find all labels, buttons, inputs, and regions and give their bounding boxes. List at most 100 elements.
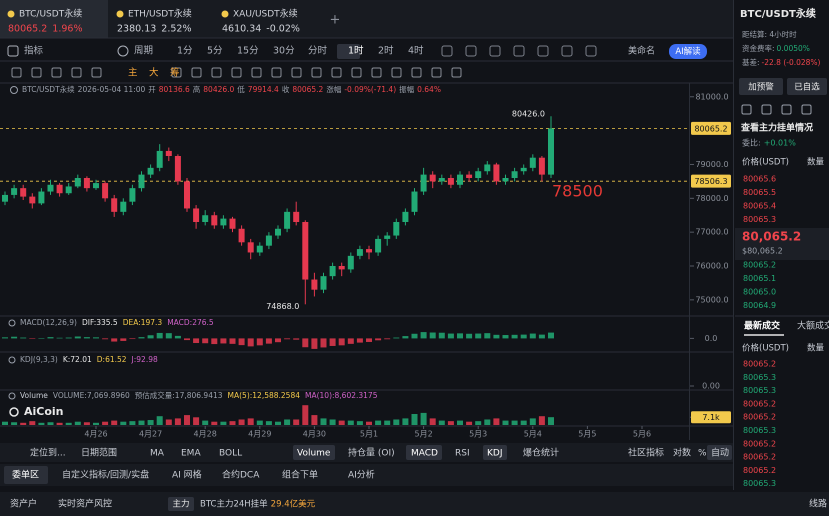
volume-bar bbox=[174, 418, 181, 425]
macd-bar bbox=[29, 338, 36, 339]
ai-button[interactable] bbox=[669, 44, 707, 59]
icon[interactable] bbox=[537, 45, 549, 57]
tool-icon[interactable] bbox=[11, 67, 22, 78]
tab-symbol[interactable]: XAU/USDT永续 bbox=[233, 8, 298, 20]
toolbar-item[interactable]: 5分 bbox=[207, 46, 223, 57]
toolbar-item[interactable]: 4时 bbox=[408, 45, 424, 57]
tool-icon[interactable] bbox=[231, 67, 242, 78]
icon[interactable] bbox=[561, 45, 573, 57]
tool-icon[interactable] bbox=[191, 67, 202, 78]
tool-icon[interactable] bbox=[271, 67, 282, 78]
tool-icon[interactable] bbox=[251, 67, 262, 78]
tool-icon[interactable] bbox=[311, 67, 322, 78]
volume-bar bbox=[2, 421, 8, 425]
icon[interactable] bbox=[513, 45, 525, 57]
candle-body bbox=[256, 245, 263, 253]
bottom-tab[interactable]: 合约DCA bbox=[222, 469, 260, 481]
indicator-item[interactable]: 持仓量 (OI) bbox=[348, 447, 395, 459]
volume-bar bbox=[502, 420, 509, 425]
footer-item[interactable]: 实时资产风控 bbox=[58, 498, 112, 510]
bottom-tab[interactable]: 自定义指标/回测/实盘 bbox=[62, 469, 149, 481]
trade-tab[interactable]: 最新成交 bbox=[744, 320, 780, 332]
tool-icon[interactable] bbox=[431, 67, 442, 78]
tab-symbol[interactable]: ETH/USDT永续 bbox=[128, 8, 192, 20]
tool-icon[interactable] bbox=[91, 67, 102, 78]
toolbar-item[interactable]: 2时 bbox=[378, 45, 394, 57]
bottom-tab[interactable]: AI 网格 bbox=[172, 469, 202, 481]
tool-icon[interactable] bbox=[451, 67, 462, 78]
bottom-tab[interactable]: 组合下单 bbox=[282, 469, 318, 481]
indicator-item[interactable]: RSI bbox=[455, 449, 470, 459]
indicator-item[interactable]: 社区指标 bbox=[628, 447, 664, 459]
indicator-item[interactable]: MA bbox=[150, 449, 165, 459]
tab-symbol[interactable]: BTC/USDT永续 bbox=[19, 8, 82, 20]
active-indicator bbox=[483, 445, 507, 460]
button[interactable] bbox=[787, 78, 827, 95]
indicator-item[interactable]: MACD bbox=[411, 449, 438, 459]
indicator-item[interactable]: 爆仓统计 bbox=[523, 447, 559, 459]
indicator-item[interactable]: 日期范围 bbox=[81, 447, 117, 459]
tool-icon[interactable] bbox=[291, 67, 302, 78]
button-label[interactable]: 加预警 bbox=[748, 82, 774, 93]
tool-icon[interactable] bbox=[411, 67, 422, 78]
tool-icon[interactable] bbox=[351, 67, 362, 78]
volume-bar bbox=[320, 418, 327, 425]
bottom-tab[interactable]: AI分析 bbox=[348, 469, 375, 481]
toolbar-item[interactable]: 周期 bbox=[134, 46, 153, 57]
indicator-item[interactable]: Volume bbox=[297, 449, 331, 459]
indicator-item[interactable]: 对数 bbox=[673, 447, 691, 459]
ask-price: 80065.3 bbox=[743, 215, 776, 224]
bottom-tab[interactable]: 委单区 bbox=[12, 469, 39, 481]
footer-item[interactable]: 资产户 bbox=[10, 498, 37, 510]
tool-item[interactable]: 主 bbox=[128, 67, 138, 79]
icon[interactable] bbox=[741, 104, 752, 115]
tool-icon[interactable] bbox=[31, 67, 42, 78]
toolbar-item[interactable]: 1时 bbox=[348, 45, 364, 57]
toolbar-item[interactable]: 1分 bbox=[177, 46, 193, 57]
candle-body bbox=[47, 184, 54, 192]
kdj-legend: J:92.98 bbox=[131, 355, 158, 364]
toolbar-item[interactable]: 分时 bbox=[308, 45, 328, 57]
indicator-item[interactable]: KDJ bbox=[487, 449, 503, 459]
add-tab[interactable]: + bbox=[330, 13, 341, 28]
icon[interactable] bbox=[465, 45, 477, 57]
volume-bar bbox=[402, 418, 409, 425]
trade-tab[interactable]: 大额成交 bbox=[797, 320, 829, 332]
volume-bar bbox=[56, 422, 63, 425]
indicator-item[interactable]: % bbox=[698, 449, 707, 459]
tool-icon[interactable] bbox=[391, 67, 402, 78]
icon[interactable] bbox=[489, 45, 501, 57]
indicator-item[interactable]: EMA bbox=[181, 449, 201, 459]
tool-icon[interactable] bbox=[331, 67, 342, 78]
volume-bar bbox=[438, 420, 445, 425]
kdj-legend: K:72.01 bbox=[63, 355, 92, 364]
toolbar-item[interactable]: 指标 bbox=[24, 45, 44, 57]
candle-body bbox=[384, 235, 391, 239]
ai-button-label[interactable]: AI解读 bbox=[675, 46, 701, 57]
indicator-item[interactable]: 自动 bbox=[711, 447, 729, 459]
button[interactable] bbox=[739, 78, 783, 95]
toolbar-item[interactable]: 15分 bbox=[237, 46, 259, 57]
whale-link[interactable]: 查看主力挂单情况 bbox=[740, 122, 813, 134]
candle-body bbox=[511, 171, 518, 178]
icon[interactable] bbox=[781, 104, 792, 115]
icon[interactable] bbox=[761, 104, 772, 115]
tool-icon[interactable] bbox=[211, 67, 222, 78]
indicator-item[interactable]: BOLL bbox=[219, 449, 242, 459]
footer-item[interactable]: 线路 bbox=[809, 498, 827, 510]
tool-item[interactable]: 筹 bbox=[170, 67, 180, 79]
tool-icon[interactable] bbox=[371, 67, 382, 78]
toolbar-item[interactable]: 30分 bbox=[273, 46, 295, 57]
tool-icon[interactable] bbox=[171, 67, 182, 78]
icon[interactable] bbox=[441, 45, 453, 57]
volume-bar bbox=[311, 415, 318, 425]
icon[interactable] bbox=[585, 45, 597, 57]
tool-icon[interactable] bbox=[71, 67, 82, 78]
indicator-item[interactable]: 定位到... bbox=[30, 447, 66, 459]
tool-item[interactable]: 大 bbox=[149, 67, 159, 79]
button-label[interactable]: 已自选 bbox=[794, 82, 820, 93]
icon[interactable] bbox=[801, 104, 812, 115]
toolbar-item[interactable]: 美命名 bbox=[628, 45, 655, 57]
tool-icon[interactable] bbox=[51, 67, 62, 78]
